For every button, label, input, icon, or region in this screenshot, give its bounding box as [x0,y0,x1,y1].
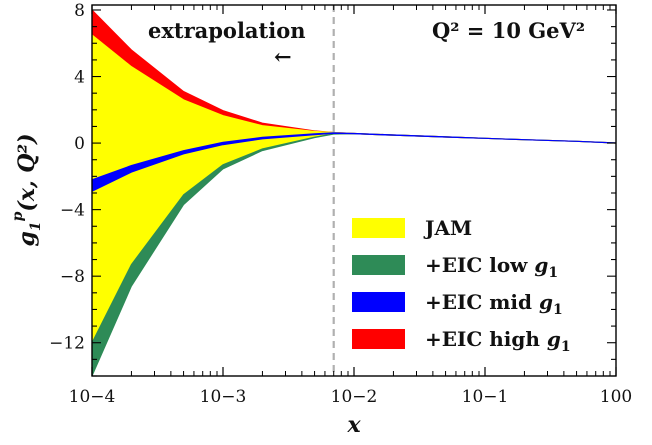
legend-swatch [352,292,405,312]
legend-label-text: +EIC low [425,253,534,277]
y-tick-label: −12 [49,334,85,354]
y-tick-label: 4 [74,68,85,88]
x-tick-label: 100 [600,387,632,407]
y-axis-label-sup: p [10,211,26,221]
annotation-q2: Q² = 10 GeV² [432,18,585,43]
x-tick-label: 10−1 [462,387,509,407]
legend-label-text: +EIC high [425,327,547,351]
legend-swatch [352,218,405,238]
tick-layer: 10−4 10−3 10−2 10−1 100 8 4 0 −4 −8 −12 [49,1,632,407]
legend-label-g: g [539,290,553,314]
annotation-arrow: ← [274,44,292,69]
legend-label-g: g [547,327,561,351]
legend-swatch [352,329,405,349]
annotation-extrapolation: extrapolation [148,18,305,43]
legend: JAM+EIC low g1+EIC mid g1+EIC high g1 [352,216,571,355]
legend-label-sub: 1 [561,339,571,355]
legend-label: +EIC high g1 [425,327,571,355]
legend-label-sub: 1 [548,265,558,281]
y-tick-label: −4 [60,201,85,221]
y-tick-label: −8 [60,267,85,287]
legend-label: +EIC mid g1 [425,290,563,318]
legend-label-sub: 1 [553,302,563,318]
legend-label: +EIC low g1 [425,253,558,281]
legend-label-text: JAM [423,216,472,240]
legend-swatch [352,255,405,275]
legend-label-text: +EIC mid [425,290,539,314]
y-axis-label-sub: 1 [28,221,44,231]
x-axis-label: x [346,412,361,438]
y-axis-label: g1p(x, Q²) [10,134,44,247]
x-tick-label: 10−2 [331,387,378,407]
y-tick-label: 8 [74,1,85,21]
y-axis-label-g: g [14,231,40,246]
band-layer [91,8,617,377]
y-tick-label: 0 [74,134,85,154]
legend-label: JAM [423,216,472,240]
x-tick-label: 10−4 [69,387,116,407]
x-tick-label: 10−3 [200,387,247,407]
y-axis-label-args: (x, Q²) [14,134,40,212]
legend-label-g: g [534,253,548,277]
